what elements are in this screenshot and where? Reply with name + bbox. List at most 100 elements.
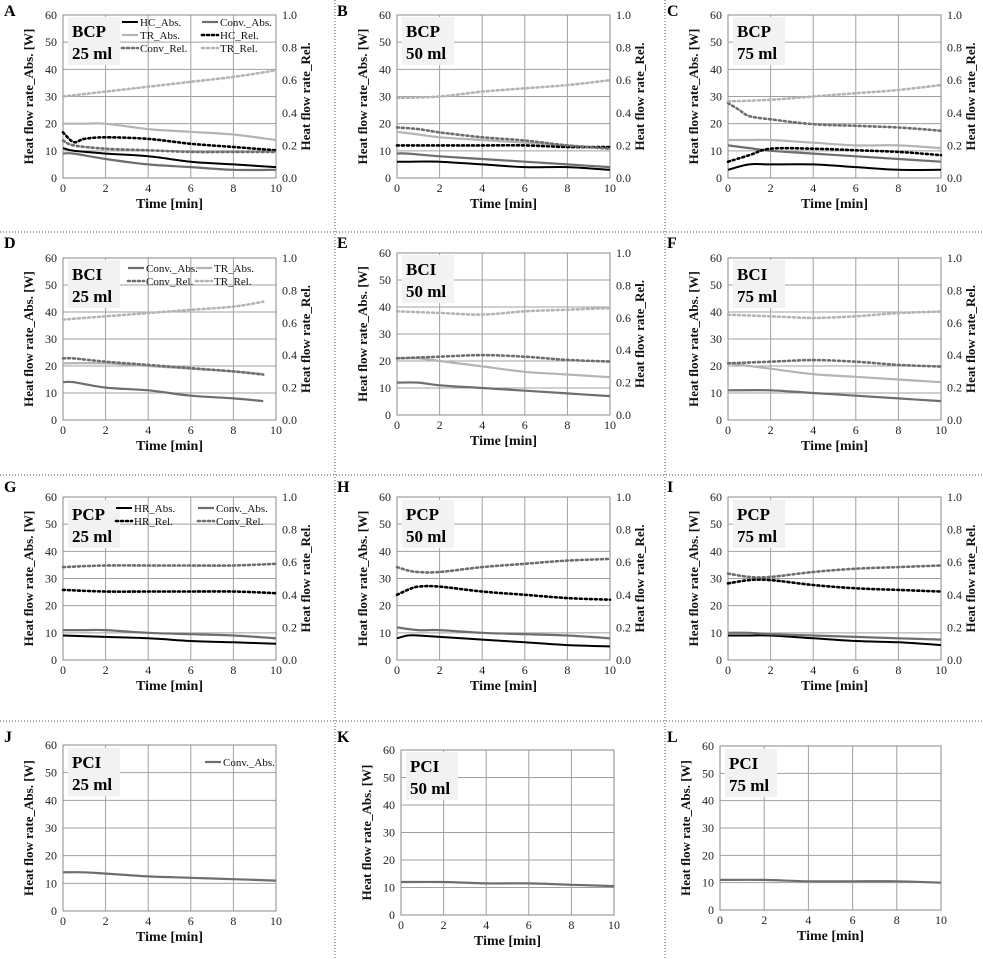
y-tick-label: 30 xyxy=(379,327,391,341)
series-line xyxy=(726,101,943,132)
y-tick-label: 10 xyxy=(379,626,391,640)
series-line xyxy=(727,144,942,163)
series-line xyxy=(62,152,277,172)
panel-label-box xyxy=(725,749,777,797)
y-tick-label: 0 xyxy=(51,171,57,185)
y-tick-label: 60 xyxy=(710,8,722,22)
y2-tick-label: 0.0 xyxy=(282,413,297,427)
plot-frame xyxy=(719,745,942,911)
panel-label-material: BCP xyxy=(72,22,106,41)
series-line xyxy=(727,389,942,403)
x-tick-label: 10 xyxy=(604,418,616,432)
series-line xyxy=(727,634,942,647)
x-tick-label: 0 xyxy=(394,418,400,432)
y2-tick-label: 1.0 xyxy=(947,251,962,265)
panel-letter: J xyxy=(4,729,12,746)
y2-axis-label: Heat flow rate_Rel. xyxy=(632,43,647,151)
plot-frame xyxy=(62,744,277,912)
x-tick-label: 8 xyxy=(230,423,236,437)
y-tick-label: 30 xyxy=(45,821,57,835)
y2-tick-label: 0.8 xyxy=(616,41,631,55)
y-tick-label: 30 xyxy=(710,332,722,346)
panel-label-volume: 25 ml xyxy=(72,44,112,63)
y-tick-label: 60 xyxy=(379,8,391,22)
y2-tick-label: 0.0 xyxy=(947,413,962,427)
legend: Conv._Abs. xyxy=(205,757,275,769)
y2-tick-label: 0.8 xyxy=(282,283,297,297)
panel-label-volume: 25 ml xyxy=(72,775,112,794)
y-tick-label: 50 xyxy=(45,766,57,780)
legend-entry: Conv._Abs. xyxy=(216,503,268,515)
y-axis-label: Heat flow rate_Abs. [W] xyxy=(686,271,701,407)
plot-frame xyxy=(396,14,611,179)
y2-tick-label: 1.0 xyxy=(947,490,962,504)
x-tick-label: 4 xyxy=(145,423,151,437)
y2-tick-label: 0.4 xyxy=(282,106,297,120)
series-line xyxy=(395,584,612,601)
plot-frame xyxy=(727,257,942,421)
panel-label-box xyxy=(402,500,454,548)
series-line xyxy=(63,122,277,142)
plot-frame xyxy=(727,14,942,179)
y2-tick-label: 0.4 xyxy=(947,348,962,362)
y-tick-label: 10 xyxy=(379,381,391,395)
x-tick-label: 0 xyxy=(717,913,723,927)
series-line xyxy=(61,69,278,98)
y-tick-label: 10 xyxy=(710,626,722,640)
x-axis-label: Time [min] xyxy=(474,934,541,949)
y-tick-label: 10 xyxy=(45,876,57,890)
x-tick-label: 2 xyxy=(768,181,774,195)
x-axis-label: Time [min] xyxy=(801,439,868,454)
y2-tick-label: 0.4 xyxy=(947,588,962,602)
y2-tick-label: 0.4 xyxy=(947,106,962,120)
y2-tick-label: 0.0 xyxy=(282,171,297,185)
series-line xyxy=(395,353,612,363)
panel-label-material: PCP xyxy=(406,505,439,524)
x-tick-label: 2 xyxy=(437,418,443,432)
x-tick-label: 6 xyxy=(526,918,532,932)
panel-letter: L xyxy=(667,729,678,746)
y2-tick-label: 0.2 xyxy=(947,620,962,634)
y2-tick-label: 0.6 xyxy=(947,73,962,87)
y-tick-label: 0 xyxy=(389,908,395,922)
y-tick-label: 40 xyxy=(45,544,57,558)
y-tick-label: 60 xyxy=(45,251,57,265)
y-tick-label: 30 xyxy=(379,90,391,104)
legend-entry: TR_Abs. xyxy=(140,30,180,42)
x-axis-label: Time [min] xyxy=(801,197,868,212)
x-tick-label: 8 xyxy=(564,663,570,677)
x-tick-label: 10 xyxy=(935,181,947,195)
x-axis-label: Time [min] xyxy=(136,197,203,212)
x-tick-label: 6 xyxy=(850,913,856,927)
y2-tick-label: 0.8 xyxy=(282,41,297,55)
x-tick-label: 10 xyxy=(935,663,947,677)
panel-label-material: PCP xyxy=(72,505,105,524)
y-tick-label: 30 xyxy=(383,826,395,840)
panel-label-volume: 75 ml xyxy=(737,287,777,306)
x-tick-label: 6 xyxy=(188,663,194,677)
x-axis-label: Time [min] xyxy=(470,197,537,212)
x-tick-label: 0 xyxy=(398,918,404,932)
y2-tick-label: 0.0 xyxy=(947,653,962,667)
x-tick-label: 4 xyxy=(805,913,811,927)
y2-tick-label: 1.0 xyxy=(282,8,297,22)
y2-tick-label: 0.8 xyxy=(616,278,631,292)
x-tick-label: 8 xyxy=(895,423,901,437)
y-tick-label: 20 xyxy=(383,853,395,867)
panel-label-box xyxy=(402,17,454,65)
y-axis-label: Heat flow rate_Abs. [W] xyxy=(21,271,36,407)
y2-tick-label: 0.6 xyxy=(282,555,297,569)
series-line xyxy=(61,131,278,152)
panel-letter: A xyxy=(4,3,16,20)
x-tick-label: 8 xyxy=(568,918,574,932)
panel-label-box xyxy=(68,500,120,548)
y-tick-label: 30 xyxy=(45,572,57,586)
panel-label-volume: 50 ml xyxy=(406,527,446,546)
panel-label-volume: 75 ml xyxy=(737,527,777,546)
y-tick-label: 0 xyxy=(708,903,714,917)
x-tick-label: 10 xyxy=(935,913,947,927)
